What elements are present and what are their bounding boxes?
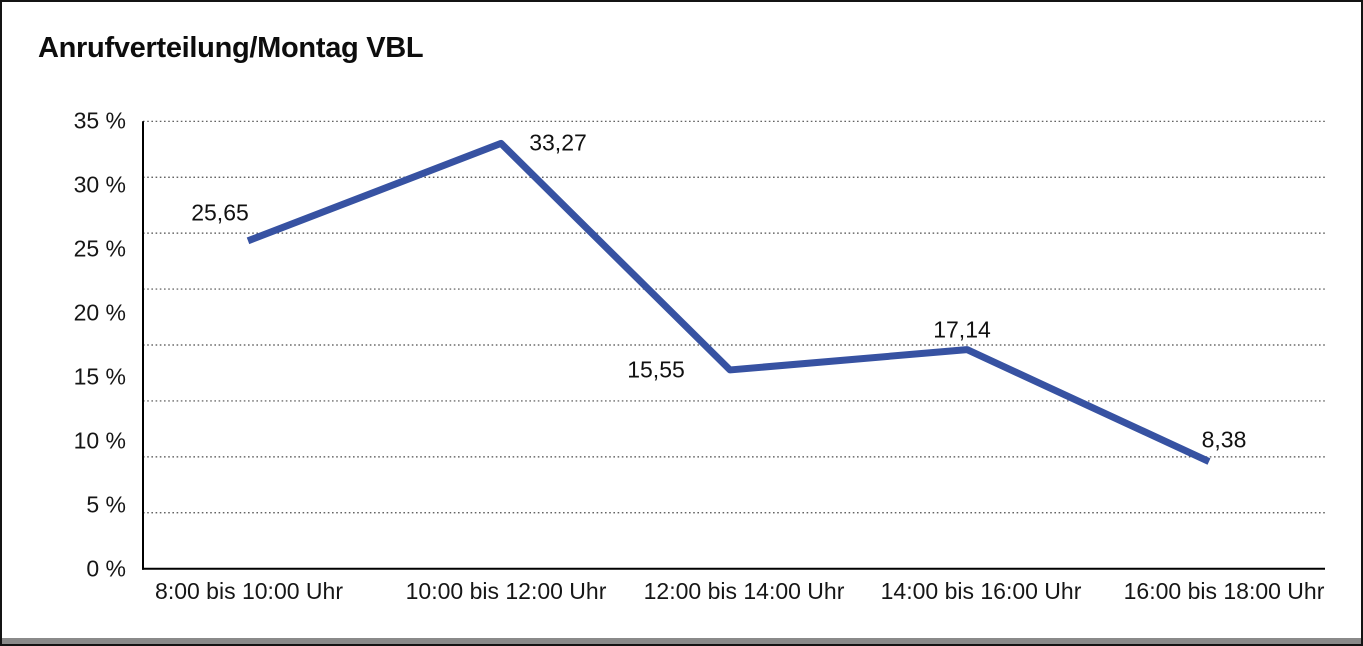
y-axis-label: 10 % [73, 427, 126, 454]
trend-line [246, 139, 1211, 465]
x-axis-label: 12:00 bis 14:00 Uhr [643, 578, 845, 604]
x-axis-label: 8:00 bis 10:00 Uhr [155, 578, 343, 604]
data-point-label: 25,65 [191, 199, 249, 226]
x-axis-label: 14:00 bis 16:00 Uhr [880, 578, 1082, 604]
y-axis-label: 5 % [86, 491, 126, 518]
data-point-label: 33,27 [529, 129, 587, 156]
data-point-label: 8,38 [1201, 426, 1247, 453]
y-axis-label: 30 % [73, 171, 126, 198]
x-axis-label: 16:00 bis 18:00 Uhr [1123, 578, 1325, 604]
frame-bottom-strip [2, 638, 1361, 644]
y-axis-label: 20 % [73, 299, 126, 326]
y-axis-label: 35 % [73, 107, 126, 134]
data-point-label: 15,55 [627, 356, 685, 383]
y-axis-label: 25 % [73, 235, 126, 262]
y-axis-label: 0 % [86, 555, 126, 582]
data-point-label: 17,14 [933, 316, 991, 343]
x-axis-label: 10:00 bis 12:00 Uhr [405, 578, 607, 604]
chart-title: Anrufverteilung/Montag VBL [38, 32, 424, 64]
y-axis-label: 15 % [73, 363, 126, 390]
